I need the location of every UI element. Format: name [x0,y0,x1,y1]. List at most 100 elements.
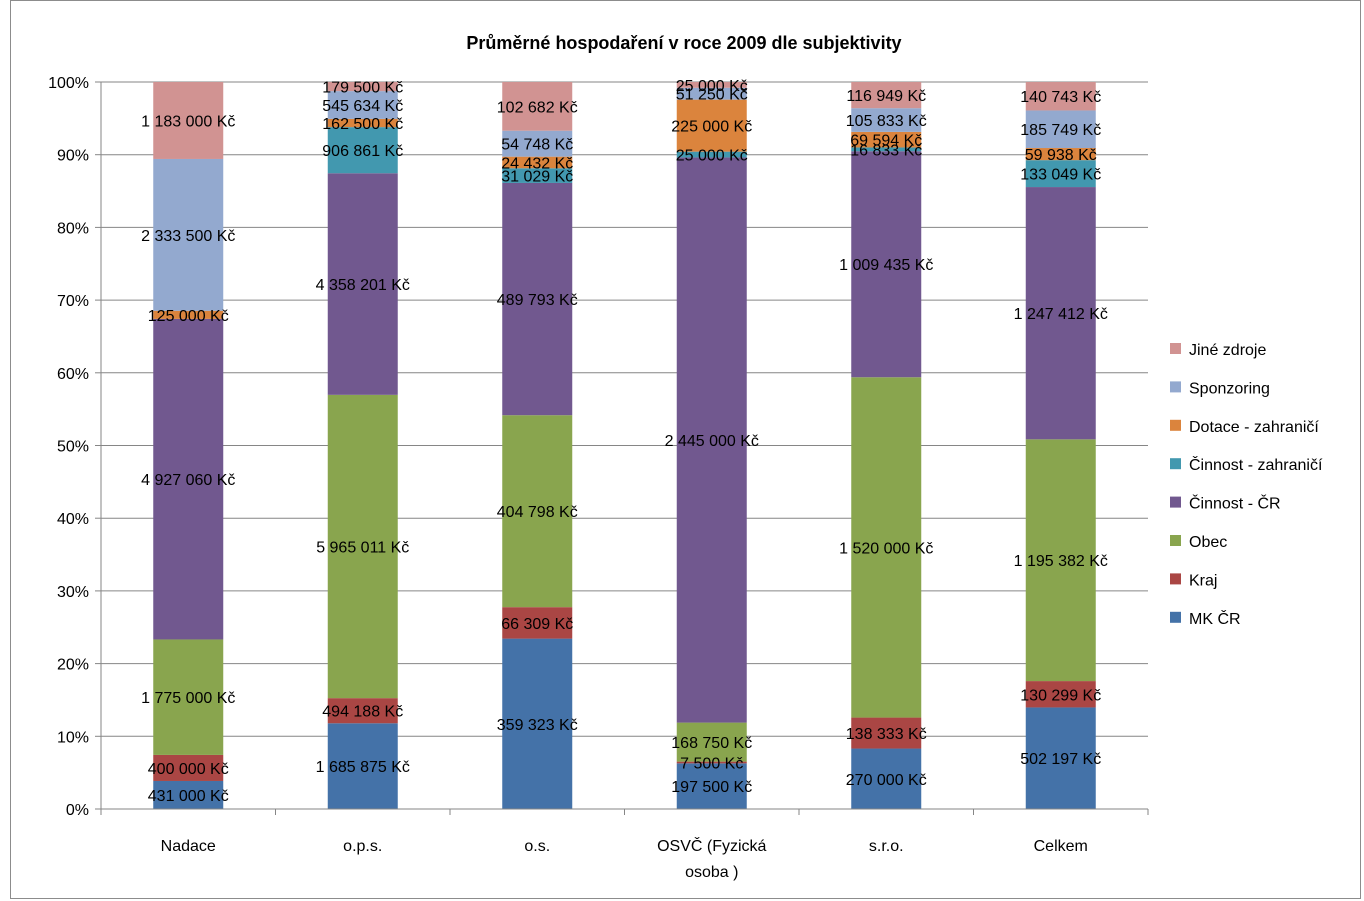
x-tick-label: osoba ) [685,864,738,881]
bar-segment [327,82,398,92]
bar-segment [676,761,747,764]
data-label: 431 000 Kč [148,788,229,805]
legend-swatch [1170,419,1181,431]
bar-segment [327,127,398,174]
bar-segment [676,763,747,809]
bar-segment [502,130,573,157]
data-label: 1 183 000 Kč [141,113,235,130]
bar-segment [502,607,573,639]
bar-segment [676,99,747,152]
data-label: 359 323 Kč [497,717,578,734]
bar-segment [676,82,747,88]
bar-segment [1025,82,1096,111]
data-label: 66 309 Kč [501,616,573,633]
bar-segment [327,394,398,699]
x-axis: Nadace o.p.s. o.s. OSVČ (Fyzická osoba ) s.r.… [100,808,1149,881]
data-label: 225 000 Kč [671,119,752,136]
bar-segment [153,780,224,809]
data-label: 54 748 Kč [501,137,573,154]
data-label: 2 333 500 Kč [141,228,235,245]
y-tick-label: 50% [57,439,89,456]
data-label: 5 965 011 Kč [316,539,409,556]
y-tick-label: 20% [57,657,89,674]
bar-segment [153,754,224,781]
data-label: 25 000 Kč [676,78,748,95]
bar-segment [153,82,224,159]
legend-label: Dotace - zahraničí [1189,419,1319,436]
bar-segment [851,131,922,148]
data-label: 125 000 Kč [148,308,229,325]
x-tick-label: o.s. [524,838,550,855]
bar-segment [851,147,922,152]
bar-segment [153,318,224,640]
bar-segment [502,168,573,183]
bar-segment [502,156,573,169]
bar-segment [851,717,922,749]
legend-label: Činnost - ČR [1189,494,1281,513]
data-label: 1 009 435 Kč [839,257,933,274]
data-label: 24 432 Kč [501,155,573,172]
data-label: 116 949 Kč [846,88,926,105]
data-label: 7 500 Kč [680,755,743,772]
legend-swatch [1170,535,1181,546]
data-label: 1 775 000 Kč [141,690,235,707]
x-tick-label: o.p.s. [343,838,382,855]
bar-segment [676,722,747,762]
data-label: 179 500 Kč [322,80,403,97]
legend-label: Jiné zdroje [1189,342,1266,359]
data-label: 16 833 Kč [850,142,922,159]
data-label: 494 188 Kč [322,704,403,721]
bar-segment [502,638,573,809]
legend-label: Obec [1189,534,1227,551]
bar-segment [851,108,922,132]
bars [153,82,1096,809]
bar-segment [502,415,573,608]
data-label: 140 743 Kč [1020,89,1101,106]
bar-segment [1025,439,1096,682]
bar-segment [1025,187,1096,440]
data-label: 1 685 875 Kč [316,759,410,776]
data-label: 185 749 Kč [1020,122,1101,139]
bar-segment [1025,681,1096,708]
x-tick-label: OSVČ (Fyzická [657,836,766,855]
y-tick-label: 30% [57,584,89,601]
data-label: 1 247 412 Kč [1014,306,1108,323]
data-label: 489 793 Kč [497,292,578,309]
data-label: 69 594 Kč [850,133,922,150]
data-label: 105 833 Kč [846,113,927,130]
bar-segment [502,182,573,416]
y-tick-label: 40% [57,511,89,528]
bar-segment [153,639,224,755]
data-label: 2 445 000 Kč [665,433,759,450]
data-label: 31 029 Kč [501,169,573,186]
legend-label: Kraj [1189,572,1217,589]
data-labels: 431 000 Kč 400 000 Kč 1 775 000 Kč 4 927 06… [141,78,1108,805]
bar-segment [851,151,922,378]
legend: Jiné zdroje Sponzoring Dotace - zahraničí Č… [1170,342,1323,628]
bar-segment [851,748,922,809]
data-label: 906 861 Kč [322,143,403,160]
data-label: 130 299 Kč [1020,687,1101,704]
data-label: 1 195 382 Kč [1014,553,1108,570]
bar-segment [676,157,747,723]
gridlines [101,81,1148,810]
bar-segment [327,173,398,395]
bar-segment [327,698,398,724]
bar-segment [851,377,922,718]
data-label: 4 927 060 Kč [141,472,235,489]
x-tick-label: Celkem [1034,838,1088,855]
y-tick-label: 100% [48,75,89,92]
data-label: 545 634 Kč [322,98,403,115]
y-tick-label: 0% [66,802,89,819]
bar-segment [676,151,747,158]
legend-swatch [1170,496,1181,508]
data-label: 270 000 Kč [846,772,927,789]
bar-segment [1025,148,1096,161]
data-label: 102 682 Kč [497,99,578,116]
y-tick-label: 70% [57,293,89,310]
bar-segment [1025,160,1096,188]
bar-segment [1025,707,1096,809]
legend-swatch [1170,343,1181,354]
bar-segment [502,82,573,131]
